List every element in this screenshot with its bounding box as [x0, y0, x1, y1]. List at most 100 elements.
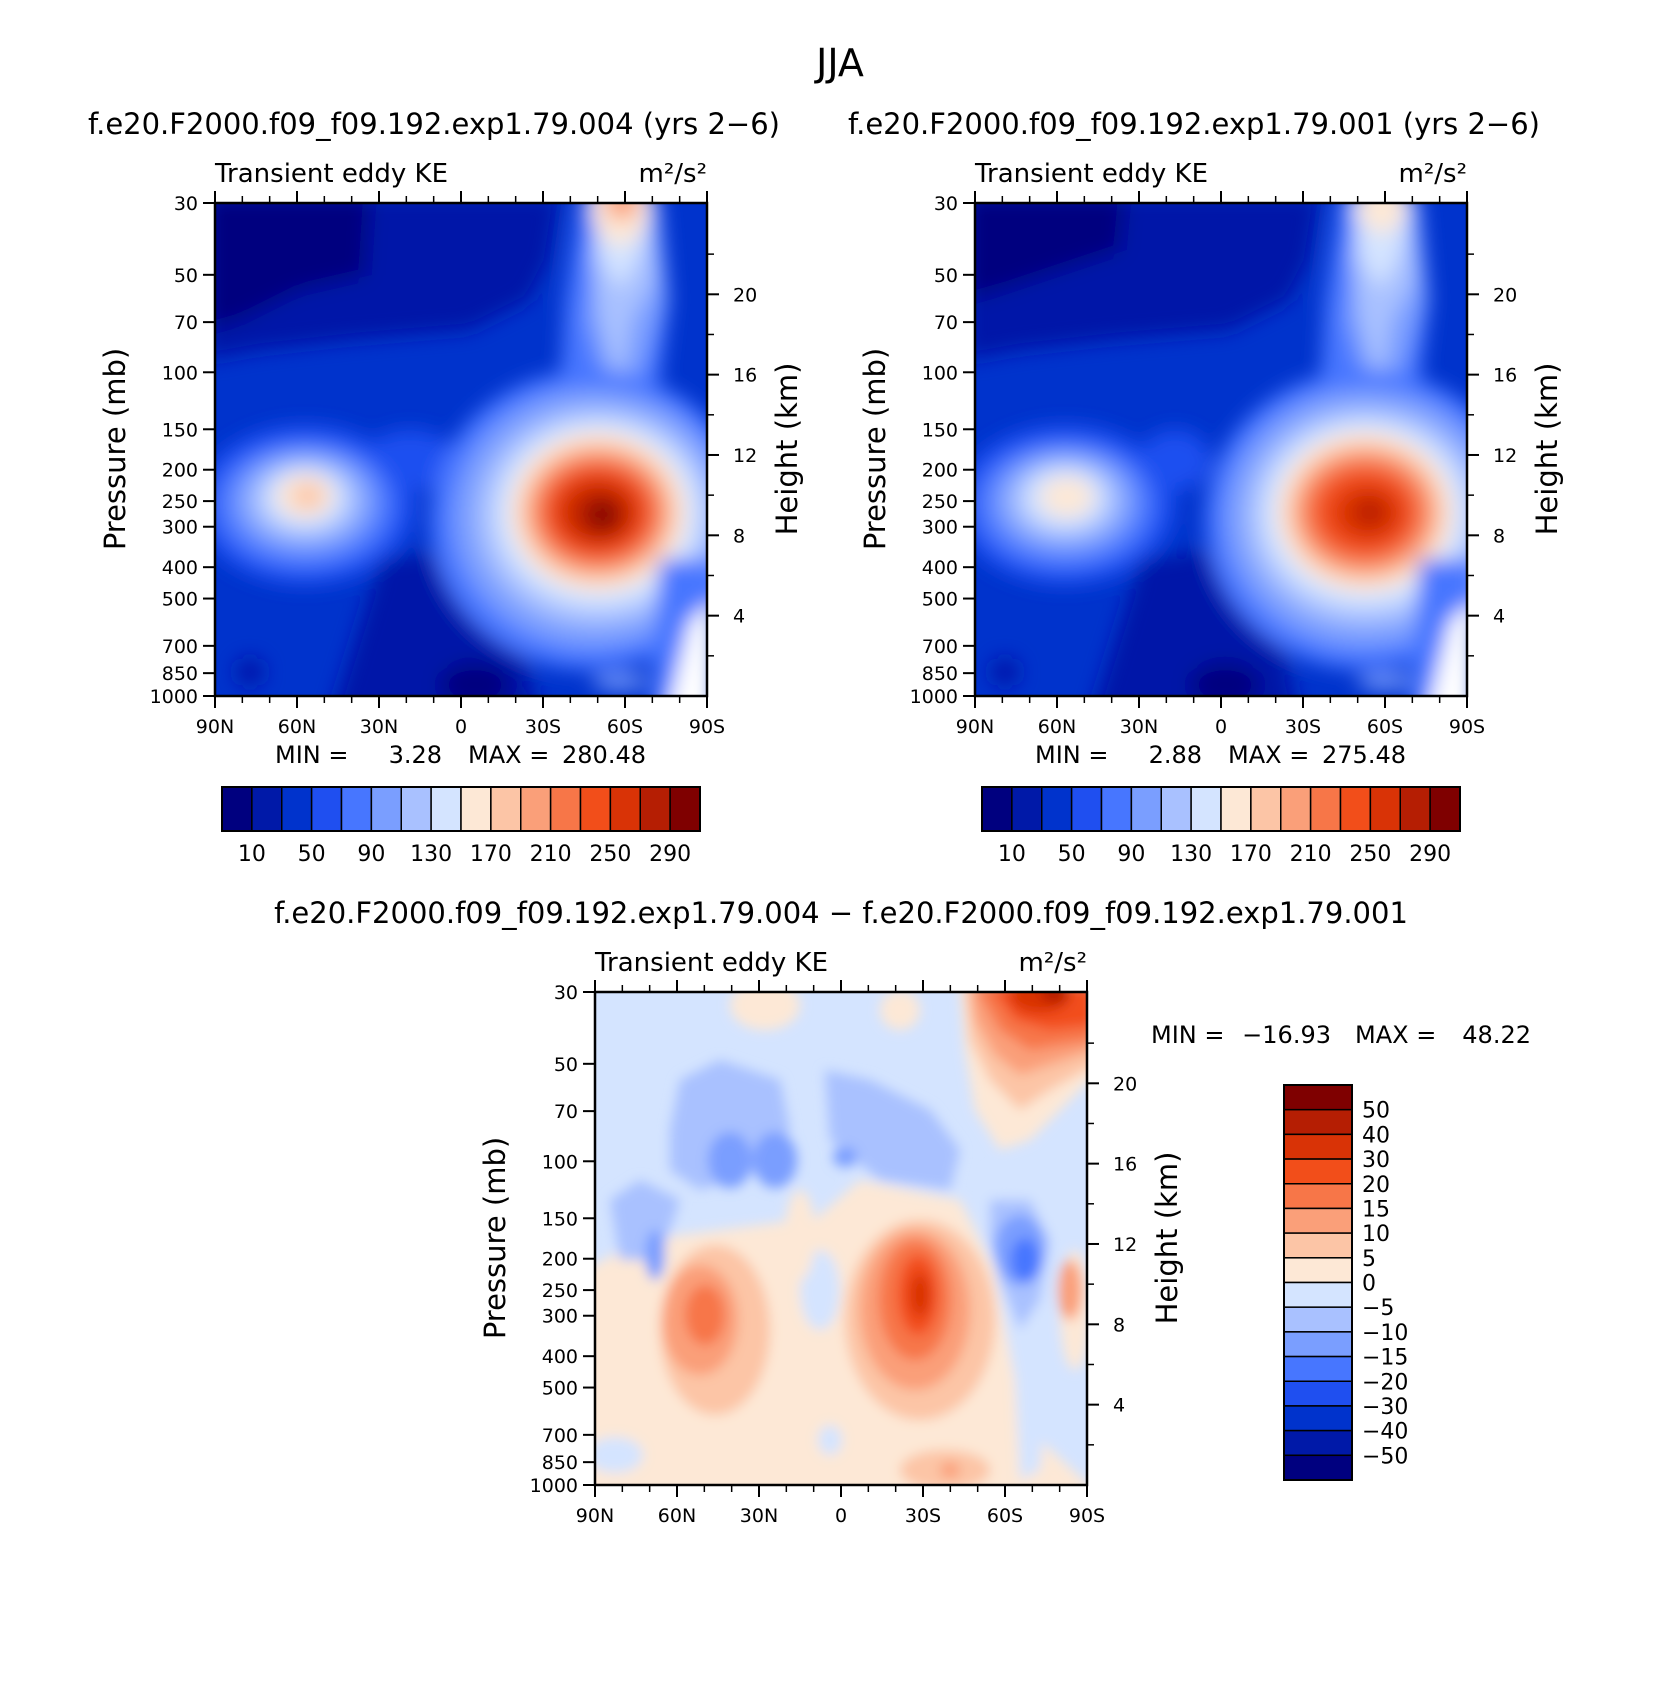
y-tick-label: 250	[922, 491, 958, 513]
y-tick-label: 850	[162, 663, 198, 685]
y-tick-label: 1000	[530, 1475, 578, 1497]
colorbar-swatch	[1283, 1133, 1353, 1160]
colorbar-swatch	[1399, 786, 1431, 832]
y-tick-label: 100	[922, 362, 958, 384]
colorbar-label: 250	[1349, 842, 1391, 867]
panel-case-title: f.e20.F2000.f09_f09.192.exp1.79.004 − f.…	[274, 896, 1408, 930]
colorbar-label: −20	[1362, 1370, 1408, 1395]
y-tick-label: 30	[934, 193, 958, 215]
colorbar-swatch	[460, 786, 492, 832]
colorbar-label: −40	[1362, 1420, 1408, 1445]
x-tick-label: 60S	[987, 1505, 1023, 1527]
y-tick-label: 500	[162, 589, 198, 611]
panel-top-right: f.e20.F2000.f09_f09.192.exp1.79.001 (yrs…	[848, 107, 1564, 867]
y-tick-label: 300	[922, 517, 958, 539]
colorbar-label: −15	[1362, 1346, 1408, 1371]
y-tick-label: 500	[542, 1378, 578, 1400]
height-tick-label: 20	[1113, 1073, 1137, 1095]
colorbar-swatch	[1190, 786, 1222, 832]
colorbar-swatch	[340, 786, 373, 832]
y-tick-label: 700	[922, 636, 958, 658]
x-tick-label: 0	[1215, 716, 1227, 738]
colorbar-swatch	[1283, 1158, 1353, 1185]
colorbar-swatch	[520, 786, 552, 832]
colorbar-swatch	[1220, 786, 1252, 832]
colorbar-label: −30	[1362, 1395, 1408, 1420]
colorbar-swatch	[1283, 1331, 1353, 1358]
panel-top-left: f.e20.F2000.f09_f09.192.exp1.79.004 (yrs…	[88, 107, 804, 867]
height-tick-label: 12	[1493, 445, 1517, 467]
colorbar-label: −5	[1362, 1296, 1394, 1321]
units-label: m²/s²	[1019, 948, 1087, 978]
y-tick-label: 250	[542, 1280, 578, 1302]
colorbar-swatch	[1130, 786, 1162, 832]
colorbar-swatch	[1160, 786, 1192, 832]
x-tick-label: 60S	[607, 716, 643, 738]
contour-field	[595, 992, 1087, 1485]
min-label: MIN =	[275, 741, 348, 769]
height-tick-label: 12	[1113, 1234, 1137, 1256]
colorbar-frame	[1283, 1084, 1353, 1481]
axes: 305070100150200250300400500700850100090N…	[150, 191, 757, 738]
x-tick-label: 0	[455, 716, 467, 738]
colorbar-swatch	[669, 786, 701, 832]
y-tick-label: 30	[554, 982, 578, 1004]
colorbar-label: 290	[1409, 842, 1451, 867]
height-tick-label: 8	[1493, 525, 1505, 547]
height-tick-label: 4	[1493, 606, 1505, 628]
colorbar-label: 10	[1362, 1222, 1390, 1247]
y-axis-label: Pressure (mb)	[858, 348, 892, 550]
panel-case-title: f.e20.F2000.f09_f09.192.exp1.79.001 (yrs…	[848, 107, 1540, 141]
height-tick-label: 16	[733, 365, 757, 387]
y-tick-label: 70	[174, 312, 198, 334]
x-tick-label: 30N	[1120, 716, 1158, 738]
x-tick-label: 90N	[576, 1505, 614, 1527]
max-label: MAX =	[1228, 741, 1309, 769]
y-tick-label: 70	[554, 1101, 578, 1123]
colorbar-label: −10	[1362, 1321, 1408, 1346]
x-tick-label: 30S	[905, 1505, 941, 1527]
colorbar-swatch	[370, 786, 402, 832]
colorbar-label: 40	[1362, 1123, 1390, 1148]
y-tick-label: 400	[542, 1346, 578, 1368]
figure-title: JJA	[814, 41, 864, 85]
axes: 305070100150200250300400500700850100090N…	[530, 980, 1137, 1527]
y-right-axis-label: Height (km)	[1150, 1152, 1184, 1325]
contour-field	[215, 203, 707, 696]
colorbar-swatch	[1041, 786, 1073, 832]
x-tick-label: 90N	[956, 716, 994, 738]
y-tick-label: 70	[934, 312, 958, 334]
colorbar-swatch	[1369, 786, 1401, 832]
colorbar-label: 50	[298, 842, 326, 867]
max-value: 275.48	[1322, 741, 1406, 769]
y-tick-label: 300	[542, 1306, 578, 1328]
colorbar-swatch	[609, 786, 641, 832]
y-tick-label: 400	[922, 557, 958, 579]
colorbar-swatch	[1309, 786, 1342, 832]
y-tick-label: 1000	[150, 686, 198, 708]
y-tick-label: 200	[922, 460, 958, 482]
colorbar-swatch	[549, 786, 582, 832]
height-tick-label: 16	[1113, 1154, 1137, 1176]
min-value: 2.88	[1149, 741, 1202, 769]
height-tick-label: 12	[733, 445, 757, 467]
colorbar-swatch	[221, 786, 253, 832]
colorbar-swatch	[310, 786, 343, 832]
x-tick-label: 90N	[196, 716, 234, 738]
colorbar-label: 90	[357, 842, 385, 867]
colorbar-label: 290	[649, 842, 691, 867]
y-right-axis-label: Height (km)	[1530, 363, 1564, 536]
colorbar-swatch	[1283, 1108, 1353, 1136]
colorbar-swatch	[1283, 1405, 1353, 1432]
colorbar-label: 130	[1170, 842, 1212, 867]
y-tick-label: 250	[162, 491, 198, 513]
x-tick-label: 60S	[1367, 716, 1403, 738]
contour-field	[975, 203, 1467, 696]
height-tick-label: 16	[1493, 365, 1517, 387]
colorbar-swatch	[1283, 1257, 1353, 1284]
y-tick-label: 400	[162, 557, 198, 579]
colorbar-label: 170	[470, 842, 512, 867]
units-label: m²/s²	[1399, 159, 1467, 189]
colorbar-label: 50	[1362, 1099, 1390, 1124]
